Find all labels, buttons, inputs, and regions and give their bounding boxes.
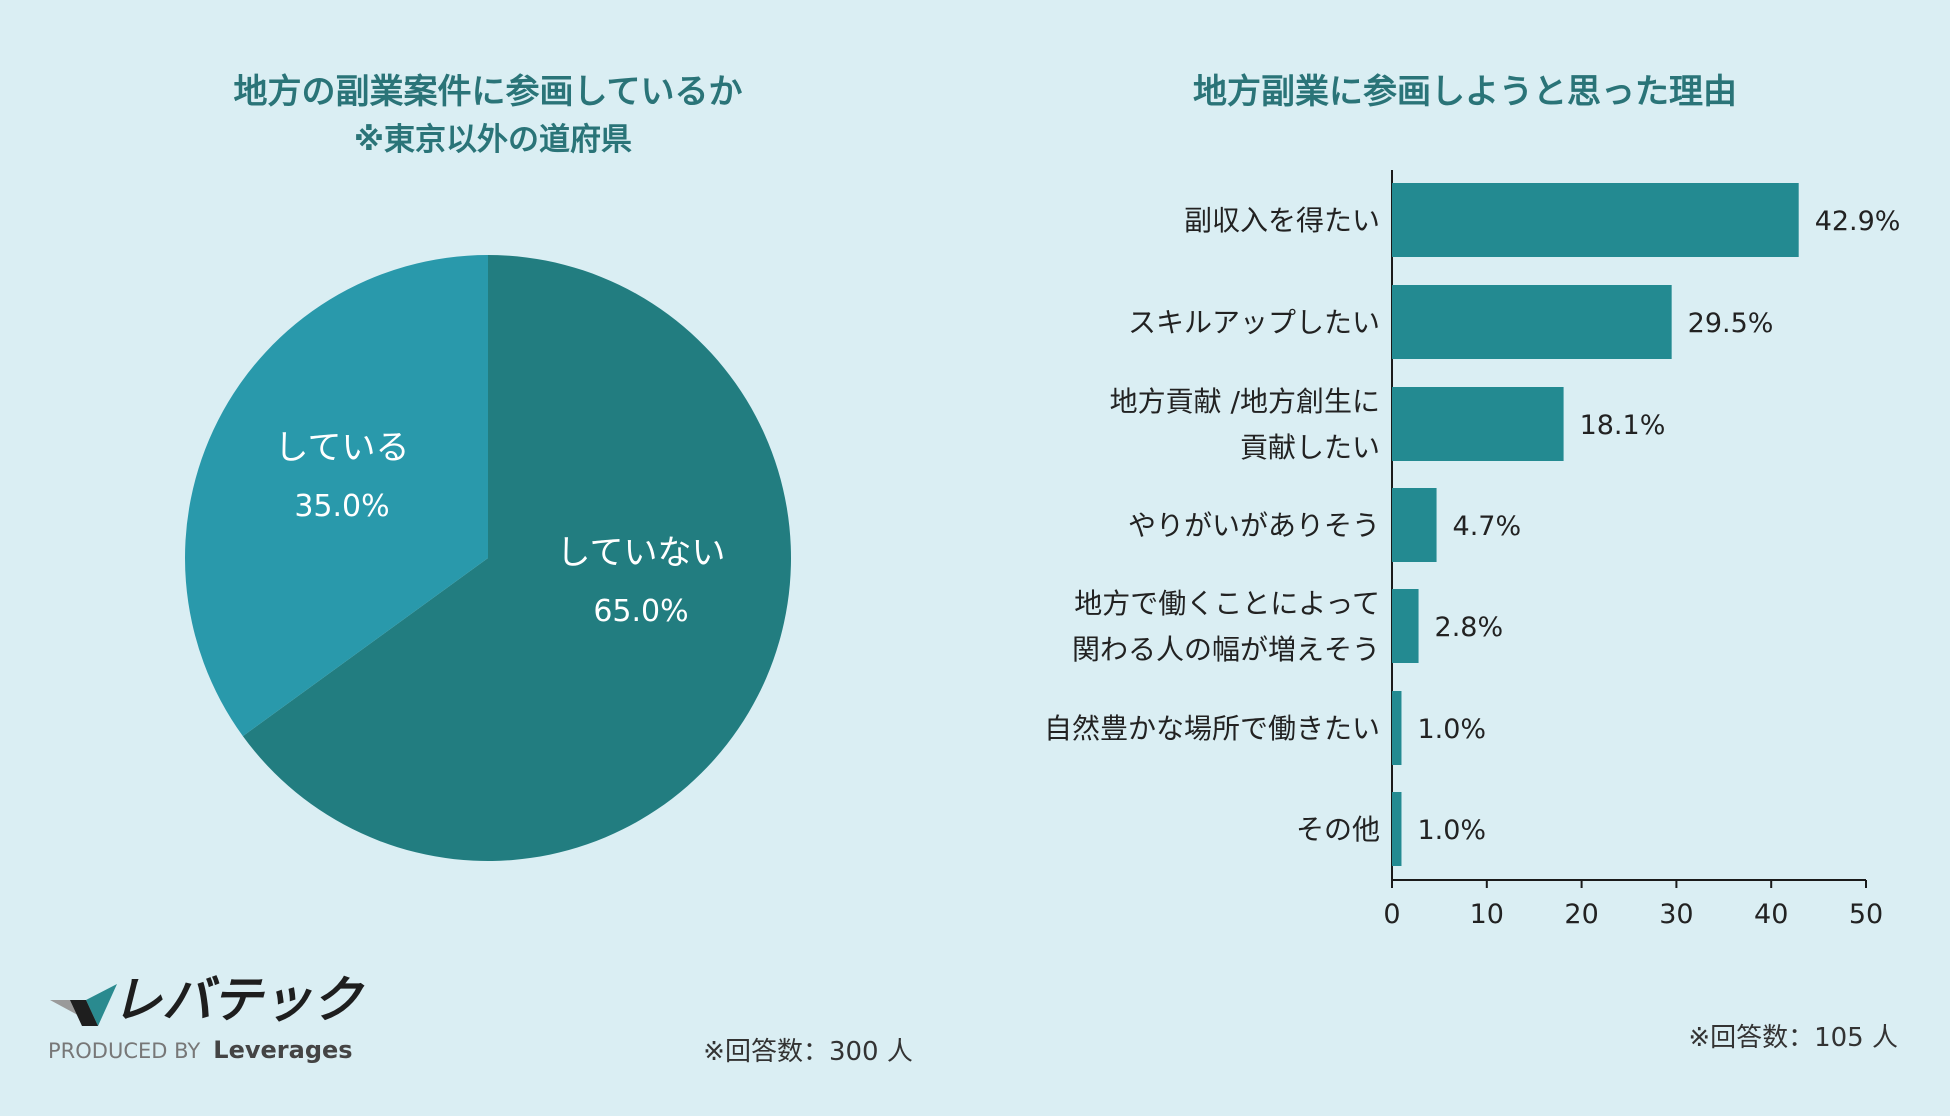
pie-slice-2 [184,255,488,737]
pie-slice-label: している [275,428,410,468]
logo-wordmark: レバテック [112,971,365,1029]
bar-x-tick-label: 50 [1849,899,1883,930]
bar-x-tick-label: 30 [1659,899,1693,930]
pie-chart-subtitle: ※東京以外の道府県 [354,122,632,158]
levtech-logo: レバテック PRODUCED BY Leverages [48,971,365,1064]
bar-chart-title: 地方副業に参画しようと思った理由 [1193,72,1737,112]
bar-x-tick-label: 0 [1383,899,1400,930]
bar-category-label: やりがいがありそう [1128,509,1380,542]
bar-value-label: 2.8% [1435,612,1504,643]
logo-tagline: PRODUCED BY Leverages [48,1036,353,1064]
pie-slice-1 [242,255,791,861]
bar-category-label: スキルアップしたい [1128,306,1380,339]
bar-category-label: 関わる人の幅が増えそう [1072,633,1380,666]
checkmark-logo-icon [50,984,117,1026]
pie-chart-title: 地方の副業案件に参画しているか [234,72,743,112]
bar-category-label: 副収入を得たい [1184,204,1380,237]
logo-tagline-brand: Leverages [213,1036,352,1064]
bar-5 [1392,589,1419,663]
bar-x-tick-label: 40 [1754,899,1788,930]
pie-slice-value: 35.0% [294,489,389,524]
bar-7 [1392,792,1402,866]
bar-value-label: 18.1% [1580,410,1666,441]
bar-4 [1392,488,1437,562]
logo-tagline-prefix: PRODUCED BY [48,1039,200,1063]
pie-slice-value: 65.0% [593,594,688,629]
bar-response-count-note: ※回答数：105 人 [1688,1023,1898,1053]
bar-category-label: 自然豊かな場所で働きたい [1044,712,1380,745]
bar-category-label: 地方貢献 /地方創生に [1110,385,1380,418]
bar-2 [1392,285,1672,359]
bar-value-label: 29.5% [1688,308,1774,339]
bar-x-tick-label: 10 [1470,899,1504,930]
pie-response-count-note: ※回答数：300 人 [703,1037,913,1067]
bar-value-label: 42.9% [1815,206,1901,237]
bar-value-label: 1.0% [1417,714,1486,745]
pie-chart: していない 65.0% している 35.0% [184,255,791,861]
bar-3 [1392,387,1564,461]
bar-6 [1392,691,1402,765]
bar-category-label: 地方で働くことによって [1074,587,1380,620]
bar-1 [1392,183,1799,257]
bar-chart: 42.9% 副収入を得たい 29.5% スキルアップしたい 18.1% 地方貢献 /地方創… [1044,170,1900,930]
bar-value-label: 4.7% [1453,511,1522,542]
pie-slice-label: していない [557,533,726,573]
bar-category-label: 貢献したい [1240,431,1380,464]
bar-category-label: その他 [1296,813,1380,846]
bar-value-label: 1.0% [1417,815,1486,846]
bar-x-tick-label: 20 [1564,899,1598,930]
